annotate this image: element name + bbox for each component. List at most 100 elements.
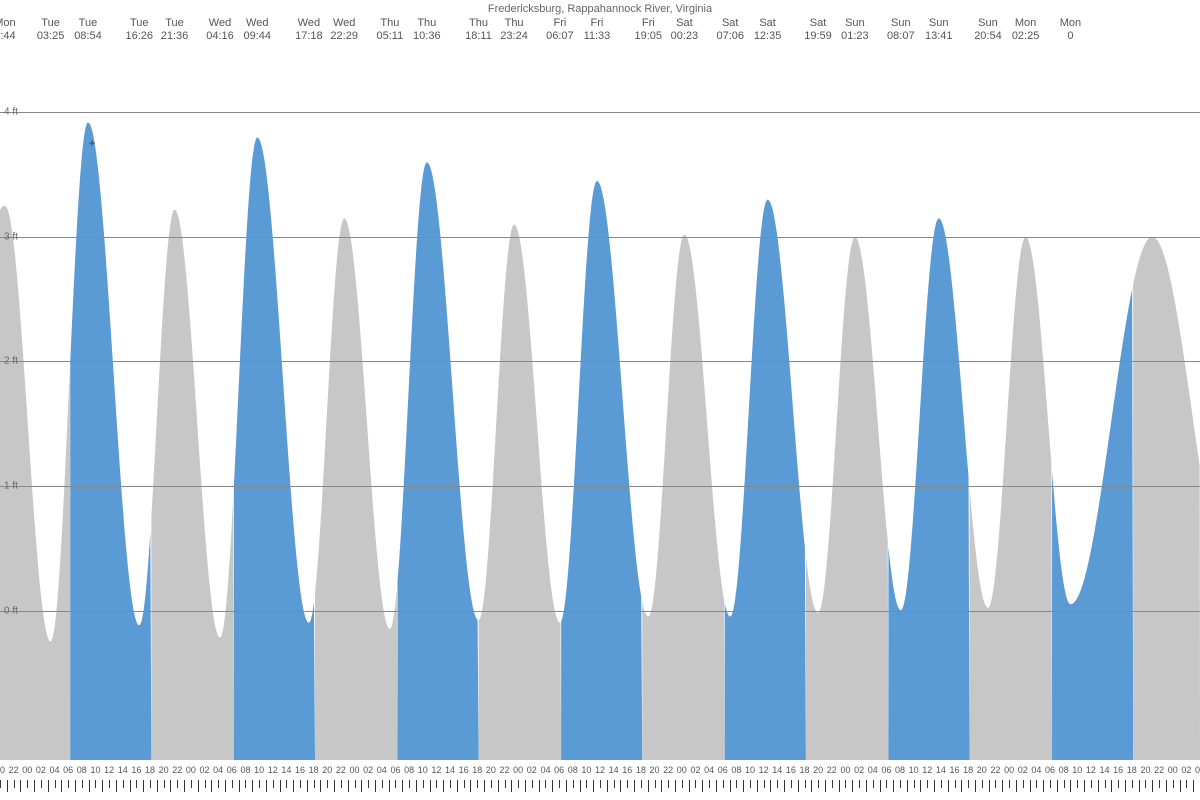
x-tick-label: 16 xyxy=(786,765,796,775)
x-tick xyxy=(205,780,206,788)
x-tick xyxy=(620,780,621,792)
x-tick xyxy=(709,780,710,788)
x-tick xyxy=(955,780,956,788)
x-tick-label: 02 xyxy=(690,765,700,775)
x-tick xyxy=(757,780,758,792)
x-tick xyxy=(907,780,908,792)
x-tick-label: 16 xyxy=(295,765,305,775)
x-tick-label: 10 xyxy=(90,765,100,775)
x-tick xyxy=(1105,780,1106,788)
x-tick-label: 14 xyxy=(118,765,128,775)
x-tick xyxy=(286,780,287,788)
x-tick xyxy=(470,780,471,792)
x-tick-label: 02 xyxy=(36,765,46,775)
x-tick-label: 04 xyxy=(213,765,223,775)
x-tick xyxy=(743,780,744,792)
x-tick xyxy=(1098,780,1099,792)
x-tick xyxy=(866,780,867,792)
x-tick xyxy=(273,780,274,788)
x-tick xyxy=(1145,780,1146,788)
x-tick xyxy=(989,780,990,792)
x-tick xyxy=(348,780,349,792)
x-tick xyxy=(832,780,833,788)
x-tick xyxy=(293,780,294,792)
x-tick-label: 20 xyxy=(486,765,496,775)
x-tick xyxy=(798,780,799,792)
x-tick-label: 06 xyxy=(63,765,73,775)
x-tick-label: 22 xyxy=(663,765,673,775)
x-tick xyxy=(1016,780,1017,792)
x-tick xyxy=(307,780,308,792)
x-tick-label: 06 xyxy=(554,765,564,775)
x-tick xyxy=(61,780,62,792)
x-tick xyxy=(518,780,519,788)
extreme-label: Sun08:07 xyxy=(887,17,915,43)
x-tick xyxy=(880,780,881,792)
x-tick-label: 08 xyxy=(240,765,250,775)
x-tick xyxy=(402,780,403,792)
x-tick xyxy=(27,780,28,788)
crosshair-marker: + xyxy=(89,136,96,150)
x-tick-label: 18 xyxy=(800,765,810,775)
x-tick xyxy=(730,780,731,792)
x-tick-label: 20 xyxy=(813,765,823,775)
chart-title: Fredericksburg, Rappahannock River, Virg… xyxy=(0,3,1200,15)
x-tick xyxy=(764,780,765,788)
x-tick-label: 18 xyxy=(145,765,155,775)
x-tick xyxy=(995,780,996,788)
x-tick-label: 20 xyxy=(0,765,5,775)
tide-wave-svg xyxy=(0,50,1200,760)
y-axis-label: 3 ft xyxy=(4,231,18,242)
extreme-label: Mon0 xyxy=(1060,17,1081,43)
extreme-label: Thu18:11 xyxy=(465,17,492,43)
x-tick-label: 06 xyxy=(390,765,400,775)
x-tick xyxy=(0,780,1,788)
tide-day-segment xyxy=(1052,289,1133,760)
x-tick xyxy=(648,780,649,792)
x-tick xyxy=(320,780,321,792)
x-tick-label: 02 xyxy=(854,765,864,775)
x-tick xyxy=(1193,780,1194,792)
x-tick-label: 12 xyxy=(759,765,769,775)
x-tick-label: 04 xyxy=(704,765,714,775)
x-tick-label: 18 xyxy=(636,765,646,775)
x-tick xyxy=(552,780,553,792)
x-tick xyxy=(430,780,431,792)
x-tick xyxy=(825,780,826,792)
x-tick-label: 22 xyxy=(990,765,1000,775)
x-tick xyxy=(852,780,853,792)
x-tick xyxy=(20,780,21,792)
x-tick xyxy=(770,780,771,792)
x-tick xyxy=(539,780,540,792)
x-tick xyxy=(920,780,921,792)
x-tick-label: 00 xyxy=(186,765,196,775)
y-axis-label: 2 ft xyxy=(4,356,18,367)
x-tick xyxy=(457,780,458,792)
x-tick xyxy=(211,780,212,792)
x-tick xyxy=(1173,780,1174,788)
tide-day-segment xyxy=(70,123,151,760)
x-tick xyxy=(184,780,185,792)
x-tick xyxy=(600,780,601,788)
x-tick-label: 02 xyxy=(527,765,537,775)
x-tick xyxy=(1023,780,1024,788)
x-tick xyxy=(689,780,690,792)
x-tick xyxy=(164,780,165,788)
x-tick-label: 00 xyxy=(1168,765,1178,775)
x-tick xyxy=(416,780,417,792)
x-tick xyxy=(170,780,171,792)
x-tick-label: 20 xyxy=(650,765,660,775)
x-tick-label: 12 xyxy=(595,765,605,775)
x-tick-label: 02 xyxy=(1018,765,1028,775)
x-tick xyxy=(668,780,669,788)
x-tick-label: 18 xyxy=(963,765,973,775)
gridline xyxy=(0,112,1200,113)
x-tick xyxy=(661,780,662,792)
x-tick-label: 08 xyxy=(731,765,741,775)
x-tick-label: 00 xyxy=(677,765,687,775)
x-tick xyxy=(1030,780,1031,792)
x-tick xyxy=(368,780,369,788)
plot-area[interactable]: 0 ft1 ft2 ft3 ft4 ft+ xyxy=(0,50,1200,760)
x-tick-label: 04 xyxy=(1031,765,1041,775)
x-tick-label: 16 xyxy=(1113,765,1123,775)
